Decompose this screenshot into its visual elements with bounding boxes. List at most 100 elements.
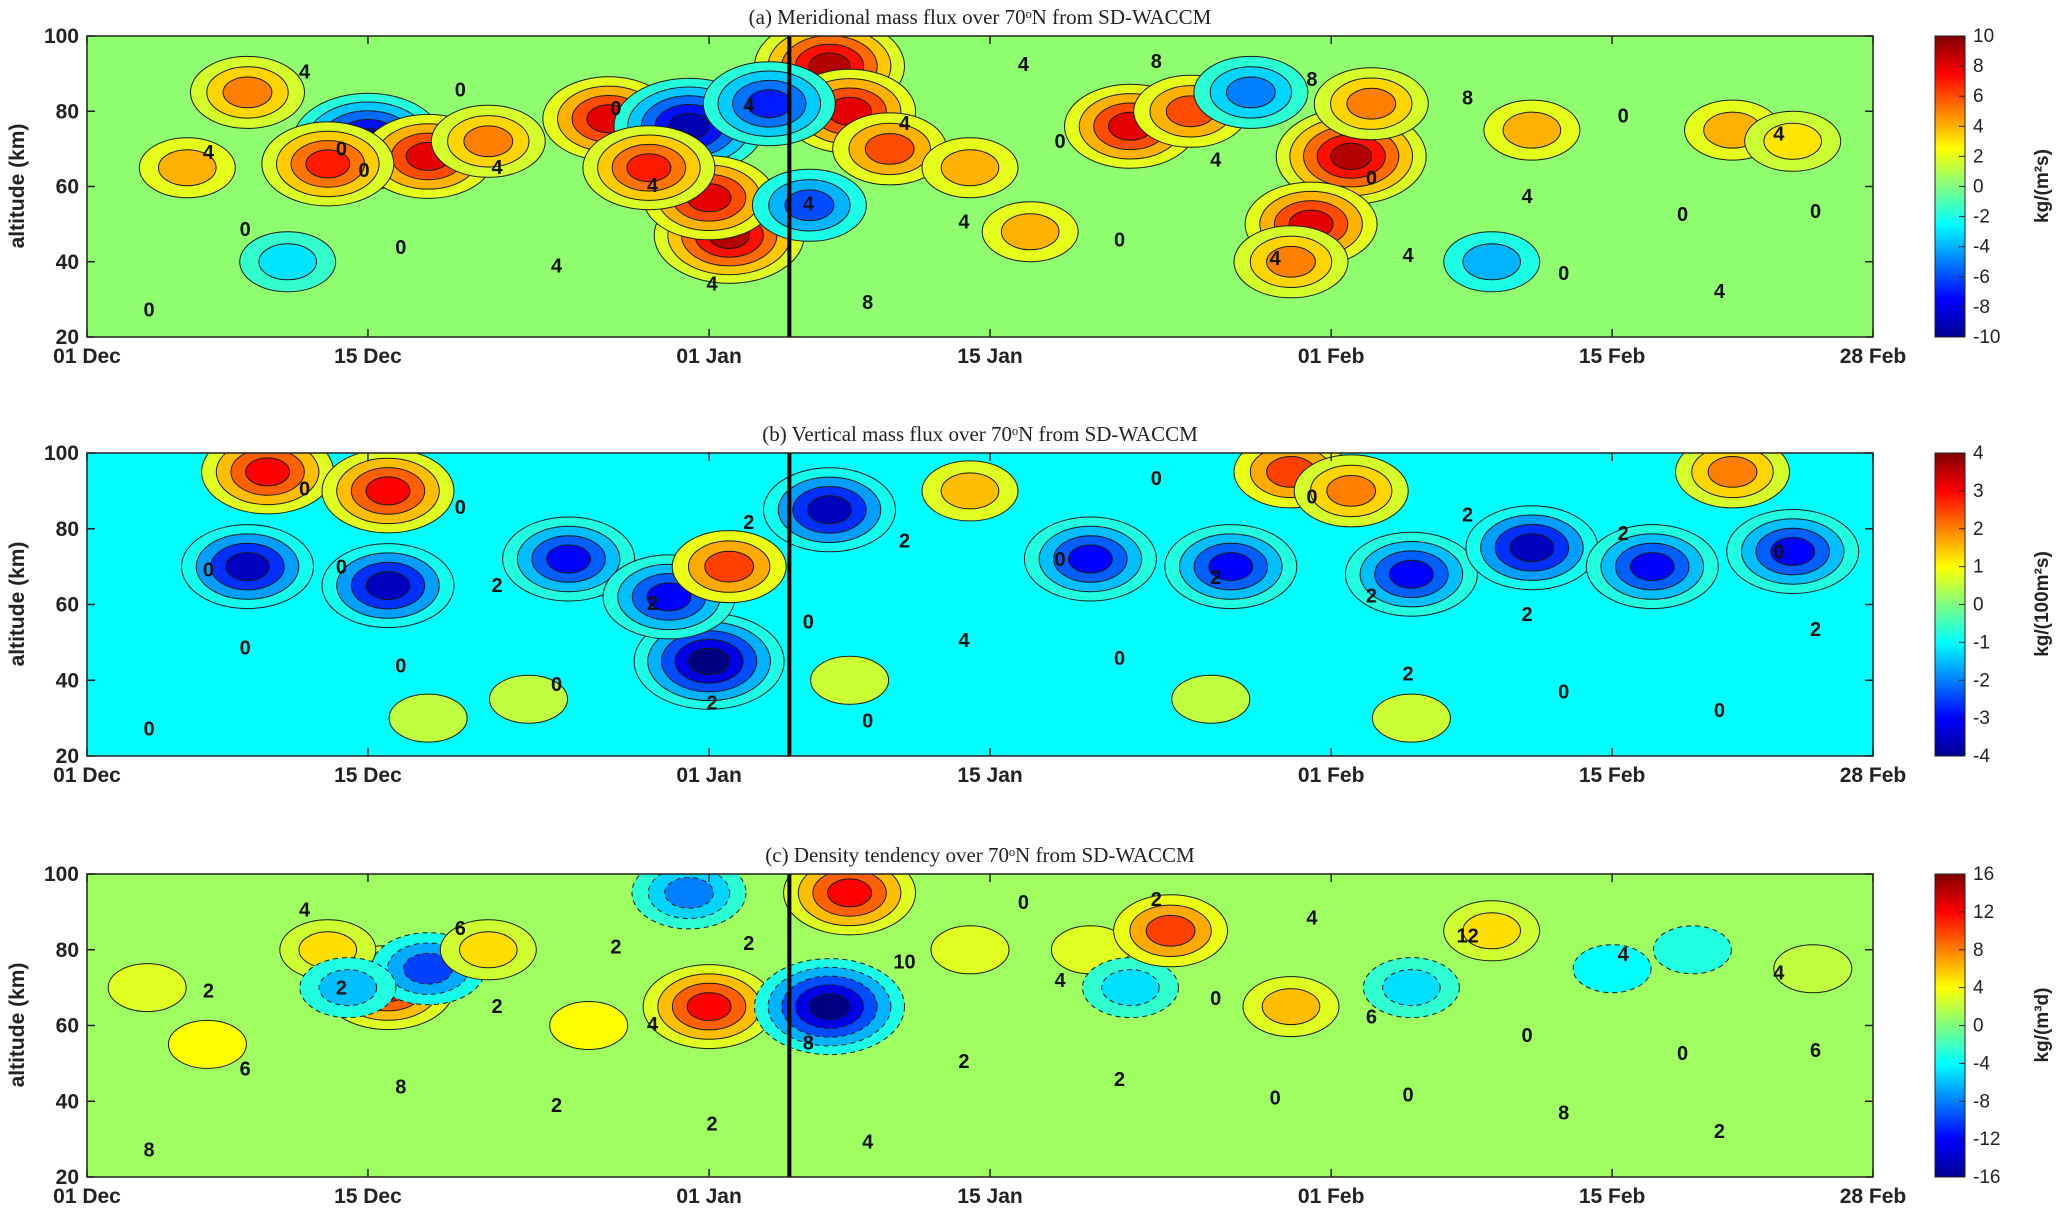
- panel-c-field-blob: [1382, 969, 1441, 1007]
- panel-a-colorbar-tick-label: 10: [1973, 26, 1994, 47]
- panel-a-field-blob: [305, 149, 351, 179]
- panel-c-contour-label: 2: [491, 996, 502, 1018]
- panel-c-contour-label: 6: [1810, 1040, 1821, 1062]
- panel-b-contour-label: 0: [1558, 682, 1569, 704]
- panel-b-field-blob: [245, 457, 291, 487]
- panel-a-field-blob: [1502, 111, 1562, 149]
- panel-b-plot-area: 0 2 2 2 0 2 0 2 0 0 2 0 0 0 2 0 0 2 0 2 4 0 2 2 0 0 0 2 0 0: [87, 453, 1873, 756]
- panel-b-field-blob: [1371, 693, 1451, 743]
- panel-b-contour-label: 2: [647, 593, 658, 615]
- panel-c-title: (c) Density tendency over 70ᵒN from SD-W…: [765, 843, 1195, 867]
- panel-c-contour-label: 8: [803, 1033, 814, 1055]
- panel-b-field-blob: [1629, 552, 1675, 582]
- panel-b-y-tick-label: 20: [56, 745, 79, 768]
- panel-b-contour-label: 0: [1773, 541, 1784, 563]
- panel-b-contour-label: 0: [551, 674, 562, 696]
- panel-c-field-blob: [1145, 914, 1196, 947]
- panel-a-field-blob: [626, 153, 672, 183]
- panel-b-x-axis: 01 Dec 15 Dec 01 Jan 15 Jan 01 Feb 15 Feb 28 F…: [53, 453, 1906, 787]
- panel-c-contour-label: 0: [1677, 1043, 1688, 1065]
- panel-b-colorbar-tick-label: -2: [1973, 670, 1990, 691]
- panel-c-contour-label: 0: [1018, 892, 1029, 914]
- panel-c-contour-label: 2: [1714, 1121, 1725, 1143]
- panel-a-contour-label: 8: [1151, 51, 1162, 73]
- panel-c-x-tick-label: 01 Dec: [53, 1185, 121, 1208]
- panel-a-y-axis-label: altitude (km): [6, 124, 29, 249]
- panel-c-contour-label: 4: [1618, 944, 1630, 966]
- panel-c-contour-label: 2: [1151, 889, 1162, 911]
- panel-b-field-blob: [704, 550, 755, 583]
- panel-a-field-blobs: [138, 36, 1842, 299]
- panel-c-contour-label: 2: [551, 1095, 562, 1117]
- panel-c-contour-label: 4: [299, 900, 311, 922]
- panel-b-contour-label: 2: [899, 531, 910, 553]
- panel-a-contour-label: 4: [707, 274, 719, 296]
- panel-c-field-blob: [167, 1019, 247, 1069]
- panel-b-x-tick-label: 15 Dec: [334, 764, 402, 787]
- panel-b-field-blob: [646, 582, 692, 612]
- panel-b-colorbar-ticks: 4 3 2 1 0 -1 -2 -3 -4: [1959, 443, 1990, 767]
- panel-b-field-blob: [940, 472, 1000, 510]
- panel-c-contour-label: 6: [455, 918, 466, 940]
- panel-c-y-tick-label: 60: [56, 1015, 79, 1038]
- panel-a-contour-label: 0: [1114, 230, 1125, 252]
- panel-b-field-blob: [1208, 552, 1254, 582]
- panel-c-contour-label: 2: [707, 1113, 718, 1135]
- panel-c-contour-label: 2: [336, 978, 347, 1000]
- panel-b-contour-label: 2: [743, 512, 754, 534]
- panel-a-contour-label: 0: [610, 98, 621, 120]
- panel-b-contour-label: 2: [491, 575, 502, 597]
- panel-a-contour-label: 0: [240, 219, 251, 241]
- panel-b-field-blob: [1707, 456, 1758, 488]
- panel-a-contour-label: 0: [359, 160, 370, 182]
- panel-b-colorbar-label: kg/(100m²s): [2032, 551, 2053, 657]
- panel-b-field-blob: [225, 552, 270, 582]
- panel-c-y-axis-label: altitude (km): [6, 963, 29, 1088]
- panel-b-contour-label: 2: [707, 692, 718, 714]
- panel-a-contour-label: 4: [299, 62, 311, 84]
- panel-a-contour-label: 4: [491, 157, 503, 179]
- panel-b-field-blobs: [181, 453, 1860, 743]
- panel-b-field-blob: [810, 655, 890, 705]
- panel-a-contour-label: 4: [803, 193, 815, 215]
- panel-b-x-tick-label: 01 Dec: [53, 764, 121, 787]
- panel-c-field-blob: [1101, 969, 1160, 1007]
- panel-b-field-blob: [1770, 537, 1816, 566]
- panel-a-y-tick-label: 20: [56, 326, 79, 349]
- panel-c-x-tick-label: 15 Feb: [1579, 1185, 1646, 1208]
- panel-a-colorbar-tick-label: -10: [1973, 327, 2000, 348]
- panel-c-field-blob: [686, 992, 732, 1022]
- panel-c-colorbar-tick-label: -4: [1973, 1053, 1990, 1074]
- panel-b-colorbar-tick-label: 3: [1973, 481, 1984, 502]
- panel-a-colorbar-tick-label: 4: [1973, 116, 1984, 137]
- panel-a-x-tick-label: 01 Feb: [1298, 345, 1365, 368]
- panel-c-contour-label: 12: [1456, 926, 1478, 948]
- panel-b-field-blob: [1509, 533, 1555, 563]
- panel-c-x-tick-label: 01 Jan: [676, 1185, 741, 1208]
- panel-a-colorbar-tick-label: 0: [1973, 177, 1984, 198]
- panel-a-contour-label: 0: [1055, 131, 1066, 153]
- panel-b-colorbar-tick-label: -1: [1973, 632, 1990, 653]
- panel-b-field-blob: [688, 647, 731, 675]
- panel-b-contour-label: 0: [336, 557, 347, 579]
- panel-a-x-tick-label: 15 Feb: [1579, 345, 1646, 368]
- panel-c-field-blob: [1572, 944, 1652, 994]
- panel-b-y-axis-label: altitude (km): [6, 542, 29, 667]
- panel-b-x-tick-label: 28 Feb: [1840, 764, 1907, 787]
- panel-b-contour-label: 0: [240, 637, 251, 659]
- panel-a-contour-label: 4: [743, 95, 755, 117]
- panel-a-contour-label: 4: [1270, 248, 1282, 270]
- panel-c-contour-labels: 2 0 2 6 2 2 8 10 6 4 4 2 4 8 12 8 8 0 2 4 2 4 6 2 4 2 6 0 4 2 0 2 0 0: [143, 889, 1821, 1161]
- panel-c-field-blobs: [107, 874, 1853, 1069]
- panel-c-x-tick-label: 01 Feb: [1298, 1185, 1365, 1208]
- panel-a-x-tick-label: 01 Dec: [53, 345, 121, 368]
- panel-b-colorbar-tick-label: -3: [1973, 708, 1990, 729]
- panel-b-contour-label: 0: [1151, 468, 1162, 490]
- panel-b-y-tick-label: 80: [56, 518, 79, 541]
- panel-b-contour-label: 0: [1055, 549, 1066, 571]
- panel-c-colorbar-tick-label: 4: [1973, 978, 1984, 999]
